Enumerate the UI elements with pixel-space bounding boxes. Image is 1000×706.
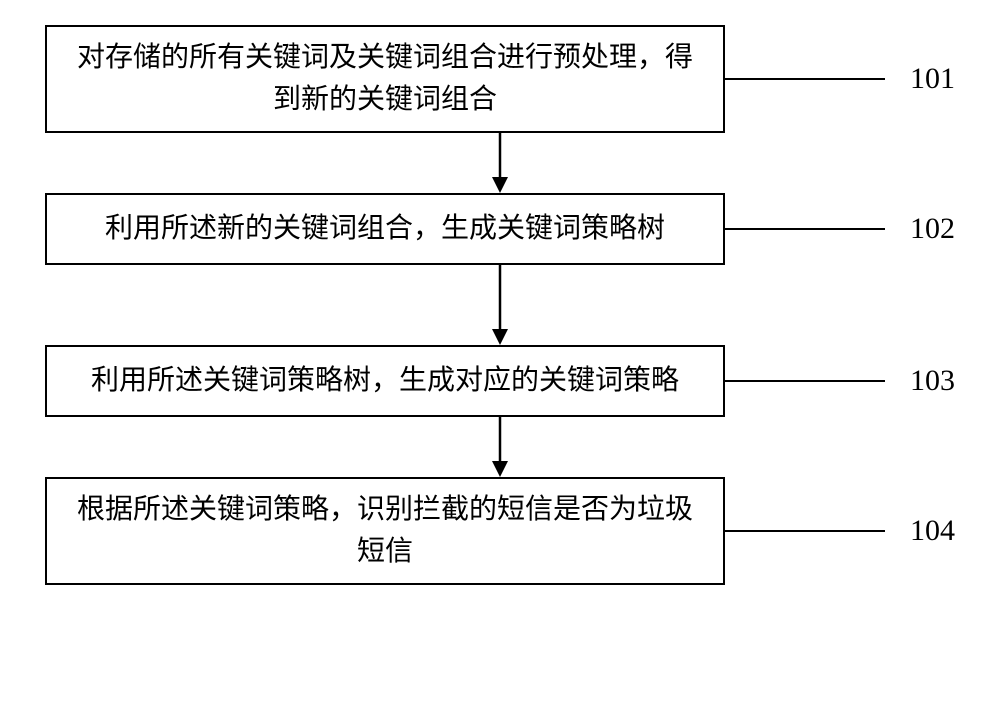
connector-line [725, 530, 885, 533]
step-text: 根据所述关键词策略，识别拦截的短信是否为垃圾短信 [67, 489, 703, 573]
step-row-104: 根据所述关键词策略，识别拦截的短信是否为垃圾短信 104 [45, 477, 955, 585]
step-box-104: 根据所述关键词策略，识别拦截的短信是否为垃圾短信 [45, 477, 725, 585]
flowchart-container: 对存储的所有关键词及关键词组合进行预处理，得到新的关键词组合 101 利用所述新… [45, 25, 955, 585]
arrow-101-102 [160, 133, 840, 193]
step-row-103: 利用所述关键词策略树，生成对应的关键词策略 103 [45, 345, 955, 417]
step-row-102: 利用所述新的关键词组合，生成关键词策略树 102 [45, 193, 955, 265]
step-row-101: 对存储的所有关键词及关键词组合进行预处理，得到新的关键词组合 101 [45, 25, 955, 133]
step-box-103: 利用所述关键词策略树，生成对应的关键词策略 [45, 345, 725, 417]
step-box-102: 利用所述新的关键词组合，生成关键词策略树 [45, 193, 725, 265]
connector-line [725, 228, 885, 231]
step-box-101: 对存储的所有关键词及关键词组合进行预处理，得到新的关键词组合 [45, 25, 725, 133]
connector-line [725, 380, 885, 383]
arrow-102-103 [160, 265, 840, 345]
step-label-104: 104 [885, 514, 955, 548]
step-label-103: 103 [885, 364, 955, 398]
connector-line [725, 78, 885, 81]
step-label-101: 101 [885, 62, 955, 96]
arrow-103-104 [160, 417, 840, 477]
step-text: 对存储的所有关键词及关键词组合进行预处理，得到新的关键词组合 [67, 37, 703, 121]
step-text: 利用所述关键词策略树，生成对应的关键词策略 [91, 360, 679, 402]
arrow-down-icon [485, 133, 515, 193]
step-label-102: 102 [885, 212, 955, 246]
arrow-down-icon [485, 417, 515, 477]
step-text: 利用所述新的关键词组合，生成关键词策略树 [105, 208, 665, 250]
arrow-down-icon [485, 265, 515, 345]
